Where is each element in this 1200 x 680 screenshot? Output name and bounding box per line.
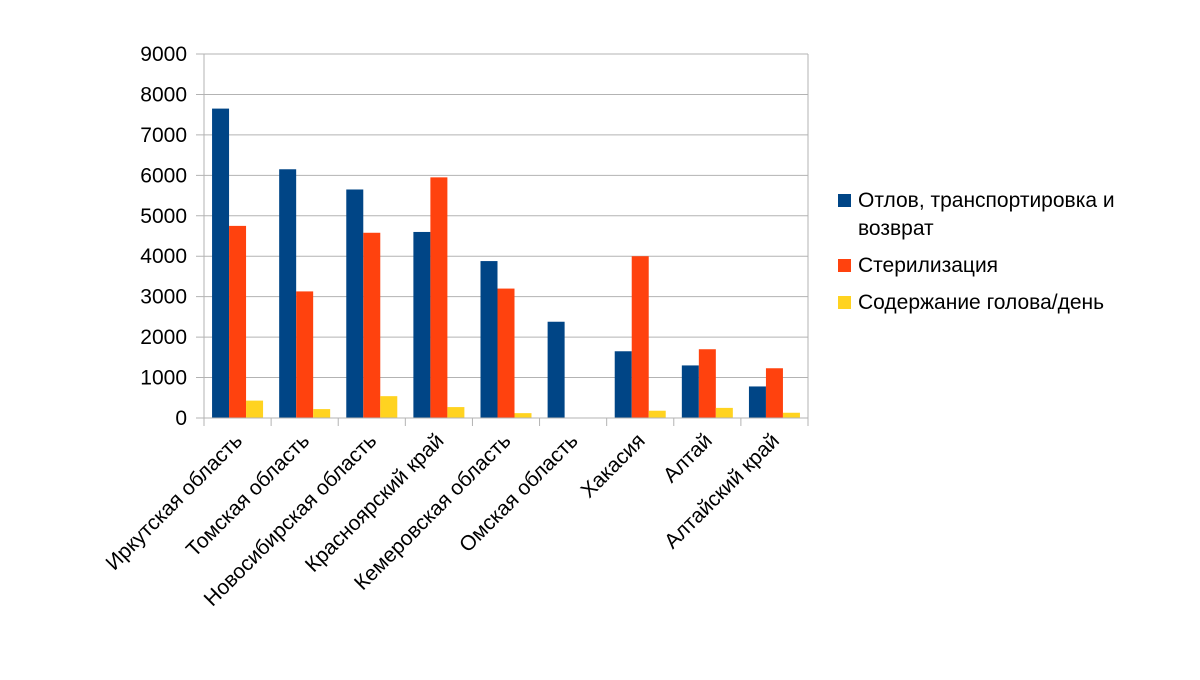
x-category-label: Алтай xyxy=(659,429,717,487)
bar-2 xyxy=(430,177,448,418)
x-category-label: Алтайский край xyxy=(660,429,784,553)
y-tick-labels: 0 1000 2000 3000 4000 5000 6000 7000 8000 9000 xyxy=(140,43,187,430)
bar-1 xyxy=(547,321,565,418)
legend-item: Содержание голова/день xyxy=(838,291,1104,314)
y-tick-label: 1000 xyxy=(140,367,187,390)
bar-1 xyxy=(681,365,699,418)
bar-3 xyxy=(514,413,532,418)
axes xyxy=(196,54,809,426)
legend-label: Содержание голова/день xyxy=(858,291,1104,314)
bar-1 xyxy=(212,108,230,418)
bar-3 xyxy=(648,410,666,418)
legend-item: Стерилизация xyxy=(838,254,998,277)
bar-3 xyxy=(380,396,398,418)
bar-2 xyxy=(698,349,716,418)
bar-1 xyxy=(614,351,632,418)
bar-3 xyxy=(447,407,465,418)
legend-label: Отлов, транспортировка и xyxy=(858,189,1115,212)
bar-1 xyxy=(748,386,766,418)
bar-1 xyxy=(279,169,297,418)
bar-2 xyxy=(296,291,314,418)
y-tick-label: 7000 xyxy=(140,124,187,147)
bar-3 xyxy=(313,409,331,418)
legend-swatch xyxy=(838,296,851,309)
y-tick-label: 8000 xyxy=(140,83,187,106)
y-tick-label: 3000 xyxy=(140,286,187,309)
y-tick-label: 5000 xyxy=(140,205,187,228)
x-category-label: Омская область xyxy=(455,429,583,557)
legend-swatch xyxy=(838,194,851,207)
bar-2 xyxy=(229,225,247,418)
bar-2 xyxy=(497,288,515,418)
bars xyxy=(212,108,800,418)
legend-swatch xyxy=(838,259,851,272)
bar-1 xyxy=(413,231,431,418)
bar-3 xyxy=(715,407,733,418)
bar-3 xyxy=(782,412,800,418)
y-tick-label: 9000 xyxy=(140,43,187,66)
legend-label: Стерилизация xyxy=(858,254,998,277)
bar-2 xyxy=(631,256,649,418)
bar-3 xyxy=(246,400,264,418)
bar-1 xyxy=(480,261,498,418)
y-tick-label: 2000 xyxy=(140,326,187,349)
x-category-label: Хакасия xyxy=(576,429,649,502)
bar-2 xyxy=(765,368,783,418)
y-tick-label: 6000 xyxy=(140,164,187,187)
y-tick-label: 0 xyxy=(175,407,187,430)
y-tick-label: 4000 xyxy=(140,245,187,268)
legend-item: Отлов, транспортировка и возврат xyxy=(838,189,1115,240)
x-category-label: Томская область xyxy=(182,429,314,561)
bar-1 xyxy=(346,189,364,418)
legend: Отлов, транспортировка и возврат Стерилиза… xyxy=(838,189,1115,314)
legend-label: возврат xyxy=(858,217,934,240)
bar-2 xyxy=(363,232,381,418)
